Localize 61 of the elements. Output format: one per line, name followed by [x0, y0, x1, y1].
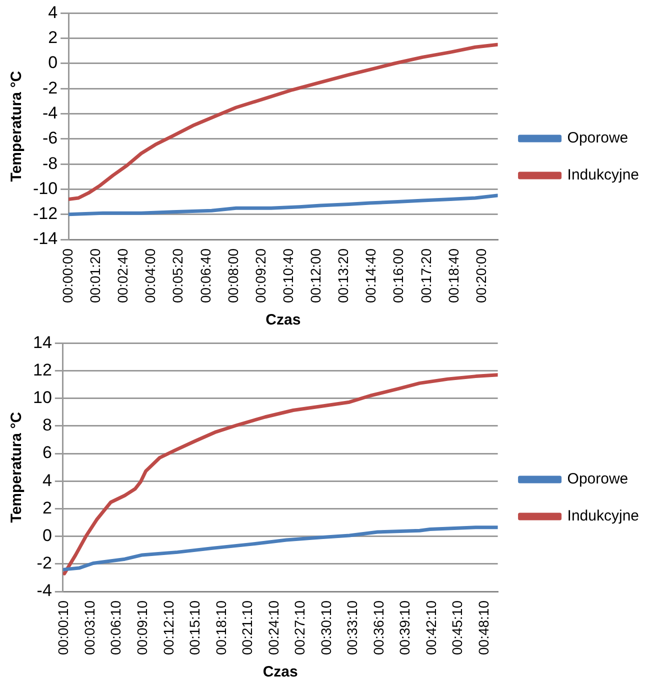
x-axis-title: Czas [262, 664, 298, 681]
y-tick-label: 6 [42, 443, 52, 462]
x-tick-label: 00:00:00 [59, 248, 76, 304]
x-tick-label: 00:20:00 [472, 248, 489, 304]
x-tick-label: 00:09:10 [134, 600, 150, 656]
y-axis-title: Temperatura °C [8, 412, 26, 523]
legend-label: Oporowe [567, 130, 628, 147]
x-tick-label: 00:06:40 [197, 248, 214, 304]
x-tick-label: 00:12:10 [160, 600, 176, 656]
x-tick-label: 00:18:40 [445, 248, 462, 304]
y-tick-label: 4 [42, 470, 52, 490]
legend-label: Oporowe [567, 470, 628, 488]
x-tick-label: 00:36:10 [370, 600, 386, 656]
legend-label: Indukcyjne [567, 166, 640, 184]
y-tick-label: 10 [32, 388, 52, 408]
y-tick-label: -6 [42, 128, 58, 148]
x-tick-label: 00:21:10 [239, 600, 256, 656]
x-tick-label: 00:13:20 [335, 248, 352, 304]
x-tick-label: 00:08:00 [224, 248, 241, 304]
y-tick-label: 0 [48, 53, 58, 72]
x-tick-label: 00:18:10 [212, 600, 229, 656]
x-tick-label: 00:02:40 [114, 248, 131, 304]
x-tick-label: 00:15:10 [186, 600, 203, 656]
y-tick-label: -2 [42, 78, 58, 98]
x-tick-label: 00:06:10 [108, 600, 124, 656]
x-tick-label: 00:33:10 [344, 600, 360, 656]
x-tick-label: 00:16:00 [390, 248, 406, 304]
x-tick-label: 00:45:10 [449, 600, 466, 656]
y-tick-label: 2 [48, 28, 58, 48]
x-axis-title: Czas [266, 312, 301, 329]
x-tick-label: 00:14:40 [362, 248, 379, 304]
x-tick-label: 00:30:10 [318, 600, 334, 656]
y-tick-label: -8 [42, 154, 58, 173]
y-tick-label: -14 [32, 229, 58, 248]
y-tick-label: 8 [42, 416, 52, 435]
y-tick-label: -4 [36, 581, 52, 600]
x-tick-label: 00:12:00 [308, 248, 324, 304]
y-tick-label: 2 [42, 498, 52, 518]
x-tick-label: 00:42:10 [422, 600, 439, 656]
x-tick-label: 00:01:20 [86, 248, 103, 304]
x-tick-label: 00:00:10 [55, 600, 72, 656]
y-tick-label: 14 [32, 332, 52, 352]
x-tick-label: 00:05:20 [170, 248, 186, 304]
y-tick-label: 0 [42, 526, 52, 546]
x-tick-label: 00:24:10 [265, 600, 282, 656]
y-tick-label: -10 [32, 178, 58, 198]
y-tick-label: -4 [42, 103, 58, 122]
y-axis-title: Temperatura °C [8, 70, 26, 182]
x-tick-label: 00:39:10 [396, 600, 413, 656]
y-tick-label: 12 [32, 360, 52, 380]
x-tick-label: 00:10:40 [280, 248, 296, 304]
y-tick-label: -2 [36, 554, 52, 573]
legend-label: Indukcyjne [567, 508, 640, 525]
x-tick-label: 00:48:10 [475, 600, 492, 656]
x-tick-label: 00:03:10 [81, 600, 98, 656]
y-tick-label: -12 [32, 204, 58, 224]
x-tick-label: 00:04:00 [142, 248, 158, 304]
x-tick-label: 00:27:10 [292, 600, 308, 656]
x-tick-label: 00:09:20 [252, 248, 268, 304]
y-tick-label: 4 [48, 2, 58, 22]
x-tick-label: 00:17:20 [418, 248, 434, 304]
